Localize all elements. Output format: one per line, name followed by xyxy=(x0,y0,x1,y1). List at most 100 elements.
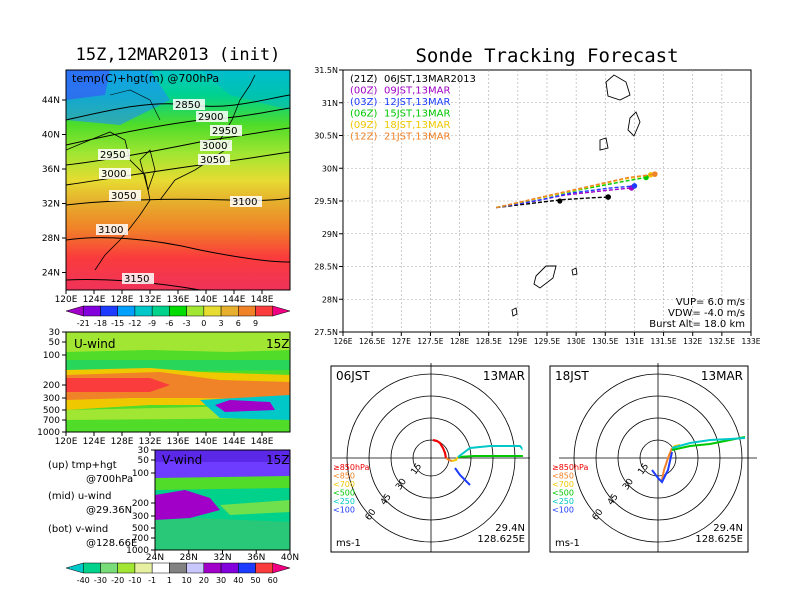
wind-colorbar-label: 50 xyxy=(250,576,260,585)
u-p-label: 300 xyxy=(43,394,60,404)
u-p-label: 200 xyxy=(43,381,60,391)
wind-colorbar-swatch xyxy=(65,562,84,574)
hodo-left-unit: ms-1 xyxy=(336,538,361,549)
sonde-track-map: (21Z) 06JST,13MAR2013 (00Z) 09JST,13MAR (03Z… xyxy=(314,66,761,346)
map-lon-label: 148E xyxy=(251,295,274,305)
u-p-label: 1000 xyxy=(37,428,60,438)
u-wind-label: U-wind xyxy=(74,337,115,351)
v-lat-label: 32N xyxy=(213,553,231,563)
map-label: temp(C)+hgt(m) @700hPa xyxy=(72,72,219,85)
v-p-label: 200 xyxy=(132,499,149,509)
wind-colorbar: -40 -30 -20 -10 -1 1 10 20 30 40 50 60 xyxy=(65,562,291,585)
hodo-legend-item: <500 xyxy=(333,489,355,498)
track-lat-label: 31N xyxy=(322,99,338,108)
track-legend: (21Z) 06JST,13MAR2013 (00Z) 09JST,13MAR (03Z… xyxy=(350,74,476,143)
u-lon-label: 144E xyxy=(223,437,246,447)
wind-colorbar-swatch xyxy=(134,562,153,574)
legend-time: 21JST,13MAR xyxy=(384,132,451,143)
v-p-label: 300 xyxy=(132,512,149,522)
colorbar-label: -15 xyxy=(111,319,124,328)
track-lon-label: 129.5E xyxy=(534,337,560,346)
legend-tag: (21Z) xyxy=(350,74,377,85)
launch-params: VUP= 6.0 m/s VDW= -4.0 m/s Burst Alt= 18… xyxy=(649,297,745,330)
track-lon-label: 132.5E xyxy=(709,337,735,346)
contour-label-bg xyxy=(96,224,128,235)
hodo-right-unit: ms-1 xyxy=(555,538,580,549)
contour-label-bg xyxy=(196,111,228,122)
colorbar-swatch xyxy=(134,305,153,317)
v-lat-label: 28N xyxy=(180,553,198,563)
hodo-right-lon: 128.625E xyxy=(695,534,743,545)
track-lon-label: 130E xyxy=(567,337,586,346)
v-lat-label: 24N xyxy=(146,553,164,563)
wind-colorbar-label: 20 xyxy=(199,576,209,585)
wind-colorbar-swatch xyxy=(100,562,118,574)
u-lon-label: 132E xyxy=(139,437,162,447)
wind-colorbar-label: 40 xyxy=(233,576,243,585)
colorbar-swatch xyxy=(272,305,291,317)
colorbar-swatch xyxy=(186,305,205,317)
wind-colorbar-label: -20 xyxy=(111,576,124,585)
colorbar-label: 3 xyxy=(219,319,224,328)
u-p-label: 700 xyxy=(43,416,60,426)
hodo-left-date: 13MAR xyxy=(483,369,525,383)
colorbar-label: -12 xyxy=(128,319,141,328)
colorbar-swatch xyxy=(238,305,256,317)
wind-colorbar-swatch xyxy=(82,562,101,574)
track-line xyxy=(496,196,609,209)
map-lat-label: 28N xyxy=(42,234,60,244)
hodo-right-lat: 29.4N xyxy=(713,523,743,534)
map-lon-label: 132E xyxy=(139,295,162,305)
wind-colorbar-swatch xyxy=(272,562,291,574)
track-lon-label: 131E xyxy=(625,337,644,346)
v-wind-time: 15Z xyxy=(266,453,290,467)
hodo-legend-item: <100 xyxy=(552,506,574,515)
contour-label: 3150 xyxy=(124,274,149,285)
map-lon-label: 124E xyxy=(83,295,106,305)
track-lon-label: 128E xyxy=(450,337,469,346)
colorbar-label: -6 xyxy=(165,319,173,328)
note-bot2: @128.66E xyxy=(86,538,137,549)
legend-time: 18JST,13MAR xyxy=(384,120,451,131)
hodo-right-time: 18JST xyxy=(555,369,589,383)
hodo-legend-right: ≥850hPa<850<700<500<250<100 xyxy=(552,463,589,515)
contour-label: 3050 xyxy=(200,155,225,166)
contour-label-bg xyxy=(109,190,141,201)
u-lon-label: 124E xyxy=(83,437,106,447)
legend-tag: (06Z) xyxy=(350,109,377,120)
map-lat-label: 40N xyxy=(42,131,60,141)
u-p-label: 30 xyxy=(49,328,61,338)
wind-colorbar-swatch xyxy=(117,562,136,574)
contour-label-bg xyxy=(98,149,130,160)
map-lon-label: 120E xyxy=(55,295,78,305)
track-lon-label: 132E xyxy=(683,337,702,346)
legend-time: 12JST,13MAR xyxy=(384,97,451,108)
contour-label: 2900 xyxy=(198,112,223,123)
v-wind-lat-ticks: 24N 28N 32N 36N 40N xyxy=(146,550,299,563)
note-bot: (bot) v-wind xyxy=(48,524,108,535)
v-p-label: 30 xyxy=(138,446,150,456)
colorbar-label: -3 xyxy=(183,319,191,328)
v-p-label: 100 xyxy=(132,469,149,479)
u-lon-label: 140E xyxy=(195,437,218,447)
map-lon-label: 128E xyxy=(111,295,134,305)
u-lon-label: 120E xyxy=(55,437,78,447)
track-lon-label: 127E xyxy=(392,337,411,346)
legend-time: 15JST,13MAR xyxy=(384,109,451,120)
hodo-left-lon: 128.625E xyxy=(477,534,525,545)
track-lon-label: 131.5E xyxy=(650,337,676,346)
map-lon-label: 136E xyxy=(167,295,190,305)
wind-colorbar-label: 10 xyxy=(182,576,192,585)
wind-colorbar-label: -40 xyxy=(77,576,90,585)
islands xyxy=(511,74,641,317)
note-mid: (mid) u-wind xyxy=(48,491,111,502)
wind-colorbar-label: 60 xyxy=(268,576,278,585)
contour-label-bg xyxy=(210,125,242,136)
track-lon-label: 129E xyxy=(508,337,527,346)
colorbar-swatch xyxy=(151,305,170,317)
v-p-label: 50 xyxy=(138,456,150,466)
map-lat-label: 32N xyxy=(42,200,60,210)
